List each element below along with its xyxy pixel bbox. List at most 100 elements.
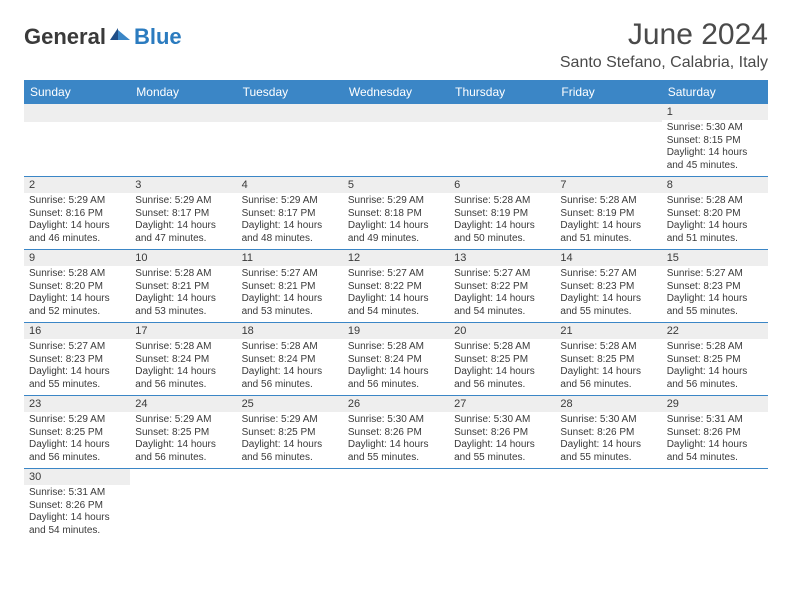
weekday-header-row: Sunday Monday Tuesday Wednesday Thursday…: [24, 80, 768, 104]
sunrise-line: Sunrise: 5:27 AM: [242, 268, 338, 281]
sunset-line: Sunset: 8:25 PM: [242, 427, 338, 440]
sunset-line: Sunset: 8:17 PM: [242, 208, 338, 221]
sunset-line: Sunset: 8:26 PM: [667, 427, 763, 440]
sunrise-line: Sunrise: 5:28 AM: [135, 268, 231, 281]
calendar-cell: 9Sunrise: 5:28 AMSunset: 8:20 PMDaylight…: [24, 250, 130, 323]
sunset-line: Sunset: 8:17 PM: [135, 208, 231, 221]
daylight-line: Daylight: 14 hours and 56 minutes.: [348, 366, 444, 391]
calendar-cell-empty: [555, 469, 661, 542]
day-details: Sunrise: 5:30 AMSunset: 8:26 PMDaylight:…: [449, 412, 555, 468]
day-details: Sunrise: 5:28 AMSunset: 8:24 PMDaylight:…: [343, 339, 449, 395]
daylight-line: Daylight: 14 hours and 56 minutes.: [29, 439, 125, 464]
weekday-header: Tuesday: [237, 80, 343, 104]
sunset-line: Sunset: 8:20 PM: [29, 281, 125, 294]
daylight-line: Daylight: 14 hours and 53 minutes.: [242, 293, 338, 318]
day-details: Sunrise: 5:30 AMSunset: 8:15 PMDaylight:…: [662, 120, 768, 176]
day-details: Sunrise: 5:28 AMSunset: 8:20 PMDaylight:…: [662, 193, 768, 249]
sunset-line: Sunset: 8:15 PM: [667, 135, 763, 148]
sunrise-line: Sunrise: 5:28 AM: [29, 268, 125, 281]
weekday-header: Saturday: [662, 80, 768, 104]
sunrise-line: Sunrise: 5:29 AM: [135, 414, 231, 427]
calendar-cell: 16Sunrise: 5:27 AMSunset: 8:23 PMDayligh…: [24, 323, 130, 396]
sunset-line: Sunset: 8:24 PM: [135, 354, 231, 367]
calendar-cell: 5Sunrise: 5:29 AMSunset: 8:18 PMDaylight…: [343, 177, 449, 250]
day-number: 17: [130, 323, 236, 339]
sunrise-line: Sunrise: 5:27 AM: [29, 341, 125, 354]
day-number: 16: [24, 323, 130, 339]
title-block: June 2024 Santo Stefano, Calabria, Italy: [560, 18, 768, 72]
sunrise-line: Sunrise: 5:30 AM: [667, 122, 763, 135]
day-number: 6: [449, 177, 555, 193]
month-title: June 2024: [560, 18, 768, 52]
daylight-line: Daylight: 14 hours and 56 minutes.: [135, 439, 231, 464]
sunset-line: Sunset: 8:20 PM: [667, 208, 763, 221]
calendar-cell: 13Sunrise: 5:27 AMSunset: 8:22 PMDayligh…: [449, 250, 555, 323]
sunset-line: Sunset: 8:16 PM: [29, 208, 125, 221]
logo-text-dark: General: [24, 24, 106, 50]
empty-daynum: [555, 104, 661, 122]
calendar-cell: 22Sunrise: 5:28 AMSunset: 8:25 PMDayligh…: [662, 323, 768, 396]
calendar-cell-empty: [555, 104, 661, 177]
day-details: Sunrise: 5:28 AMSunset: 8:19 PMDaylight:…: [449, 193, 555, 249]
sunset-line: Sunset: 8:25 PM: [667, 354, 763, 367]
daylight-line: Daylight: 14 hours and 55 minutes.: [560, 439, 656, 464]
daylight-line: Daylight: 14 hours and 55 minutes.: [667, 293, 763, 318]
daylight-line: Daylight: 14 hours and 49 minutes.: [348, 220, 444, 245]
sunrise-line: Sunrise: 5:30 AM: [560, 414, 656, 427]
sunrise-line: Sunrise: 5:28 AM: [454, 341, 550, 354]
daylight-line: Daylight: 14 hours and 56 minutes.: [242, 439, 338, 464]
daylight-line: Daylight: 14 hours and 55 minutes.: [29, 366, 125, 391]
calendar-cell: 10Sunrise: 5:28 AMSunset: 8:21 PMDayligh…: [130, 250, 236, 323]
sunrise-line: Sunrise: 5:29 AM: [29, 195, 125, 208]
sunrise-line: Sunrise: 5:29 AM: [242, 195, 338, 208]
sunrise-line: Sunrise: 5:28 AM: [348, 341, 444, 354]
day-details: Sunrise: 5:29 AMSunset: 8:25 PMDaylight:…: [237, 412, 343, 468]
sunrise-line: Sunrise: 5:28 AM: [667, 195, 763, 208]
calendar-cell: 14Sunrise: 5:27 AMSunset: 8:23 PMDayligh…: [555, 250, 661, 323]
sunrise-line: Sunrise: 5:27 AM: [667, 268, 763, 281]
daylight-line: Daylight: 14 hours and 54 minutes.: [29, 512, 125, 537]
weekday-header: Monday: [130, 80, 236, 104]
day-number: 1: [662, 104, 768, 120]
calendar-cell: 23Sunrise: 5:29 AMSunset: 8:25 PMDayligh…: [24, 396, 130, 469]
day-details: Sunrise: 5:31 AMSunset: 8:26 PMDaylight:…: [662, 412, 768, 468]
day-number: 8: [662, 177, 768, 193]
day-details: Sunrise: 5:28 AMSunset: 8:21 PMDaylight:…: [130, 266, 236, 322]
calendar-cell: 3Sunrise: 5:29 AMSunset: 8:17 PMDaylight…: [130, 177, 236, 250]
calendar-cell: 6Sunrise: 5:28 AMSunset: 8:19 PMDaylight…: [449, 177, 555, 250]
calendar-cell-empty: [662, 469, 768, 542]
calendar-cell: 1Sunrise: 5:30 AMSunset: 8:15 PMDaylight…: [662, 104, 768, 177]
calendar-cell: 8Sunrise: 5:28 AMSunset: 8:20 PMDaylight…: [662, 177, 768, 250]
daylight-line: Daylight: 14 hours and 56 minutes.: [242, 366, 338, 391]
calendar-cell-empty: [130, 469, 236, 542]
daylight-line: Daylight: 14 hours and 54 minutes.: [454, 293, 550, 318]
logo: General Blue: [24, 24, 182, 50]
day-details: Sunrise: 5:28 AMSunset: 8:24 PMDaylight:…: [237, 339, 343, 395]
sunset-line: Sunset: 8:25 PM: [135, 427, 231, 440]
day-details: Sunrise: 5:29 AMSunset: 8:16 PMDaylight:…: [24, 193, 130, 249]
calendar-cell: 18Sunrise: 5:28 AMSunset: 8:24 PMDayligh…: [237, 323, 343, 396]
sunset-line: Sunset: 8:23 PM: [560, 281, 656, 294]
day-number: 4: [237, 177, 343, 193]
calendar-cell: 26Sunrise: 5:30 AMSunset: 8:26 PMDayligh…: [343, 396, 449, 469]
calendar-cell: 17Sunrise: 5:28 AMSunset: 8:24 PMDayligh…: [130, 323, 236, 396]
daylight-line: Daylight: 14 hours and 54 minutes.: [348, 293, 444, 318]
day-number: 19: [343, 323, 449, 339]
sunset-line: Sunset: 8:21 PM: [242, 281, 338, 294]
calendar-cell: 12Sunrise: 5:27 AMSunset: 8:22 PMDayligh…: [343, 250, 449, 323]
day-number: 20: [449, 323, 555, 339]
daylight-line: Daylight: 14 hours and 56 minutes.: [667, 366, 763, 391]
sunset-line: Sunset: 8:26 PM: [348, 427, 444, 440]
calendar-cell-empty: [130, 104, 236, 177]
calendar-row: 23Sunrise: 5:29 AMSunset: 8:25 PMDayligh…: [24, 396, 768, 469]
calendar-cell: 24Sunrise: 5:29 AMSunset: 8:25 PMDayligh…: [130, 396, 236, 469]
location: Santo Stefano, Calabria, Italy: [560, 54, 768, 72]
sunset-line: Sunset: 8:23 PM: [667, 281, 763, 294]
day-number: 13: [449, 250, 555, 266]
daylight-line: Daylight: 14 hours and 55 minutes.: [454, 439, 550, 464]
sunrise-line: Sunrise: 5:27 AM: [348, 268, 444, 281]
sunrise-line: Sunrise: 5:31 AM: [29, 487, 125, 500]
sunset-line: Sunset: 8:25 PM: [29, 427, 125, 440]
daylight-line: Daylight: 14 hours and 56 minutes.: [135, 366, 231, 391]
day-details: Sunrise: 5:27 AMSunset: 8:22 PMDaylight:…: [449, 266, 555, 322]
